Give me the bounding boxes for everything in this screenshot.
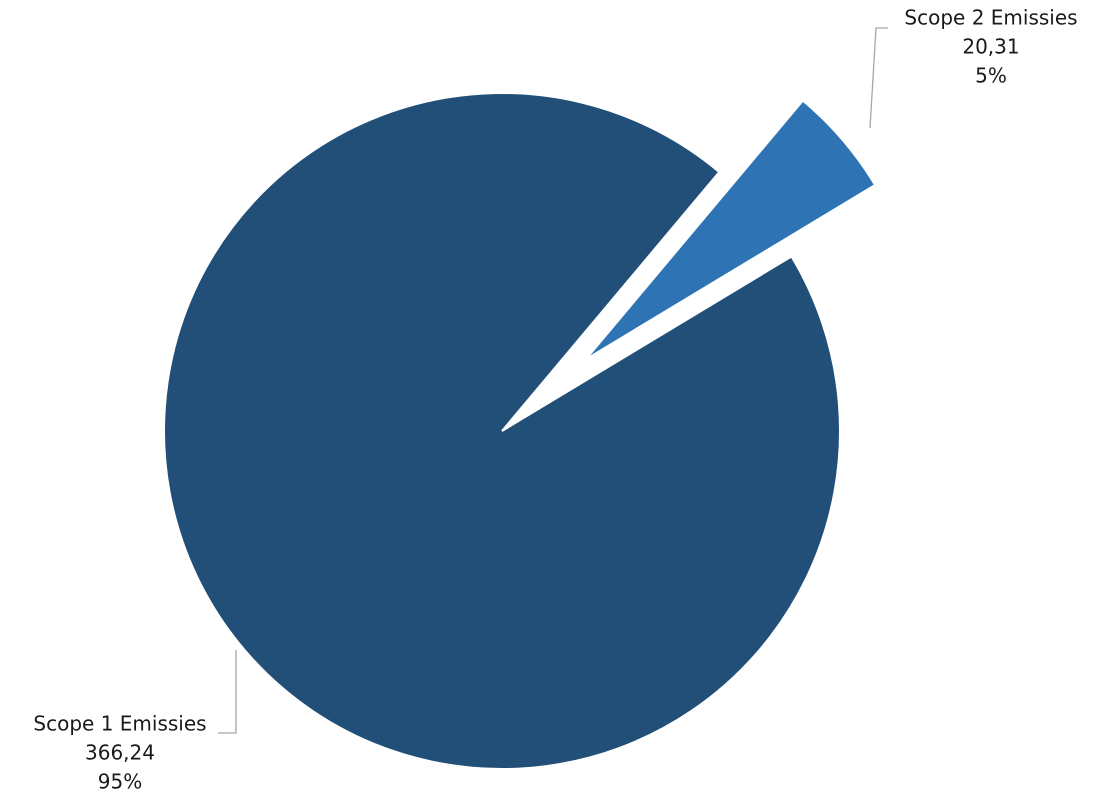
slice-label-scope-1: Scope 1 Emissies	[33, 712, 206, 736]
leader-line-scope-1	[218, 650, 237, 734]
slice-value-scope-1: 366,24	[85, 741, 155, 765]
pie-slice-scope-1	[163, 92, 841, 770]
slice-percent-scope-2: 5%	[975, 64, 1007, 88]
slice-value-scope-2: 20,31	[962, 35, 1019, 59]
slice-percent-scope-1: 95%	[98, 770, 142, 794]
pie-slice-scope-2	[584, 99, 877, 361]
leader-line-scope-2	[869, 27, 888, 129]
slice-label-scope-2: Scope 2 Emissies	[904, 6, 1077, 30]
